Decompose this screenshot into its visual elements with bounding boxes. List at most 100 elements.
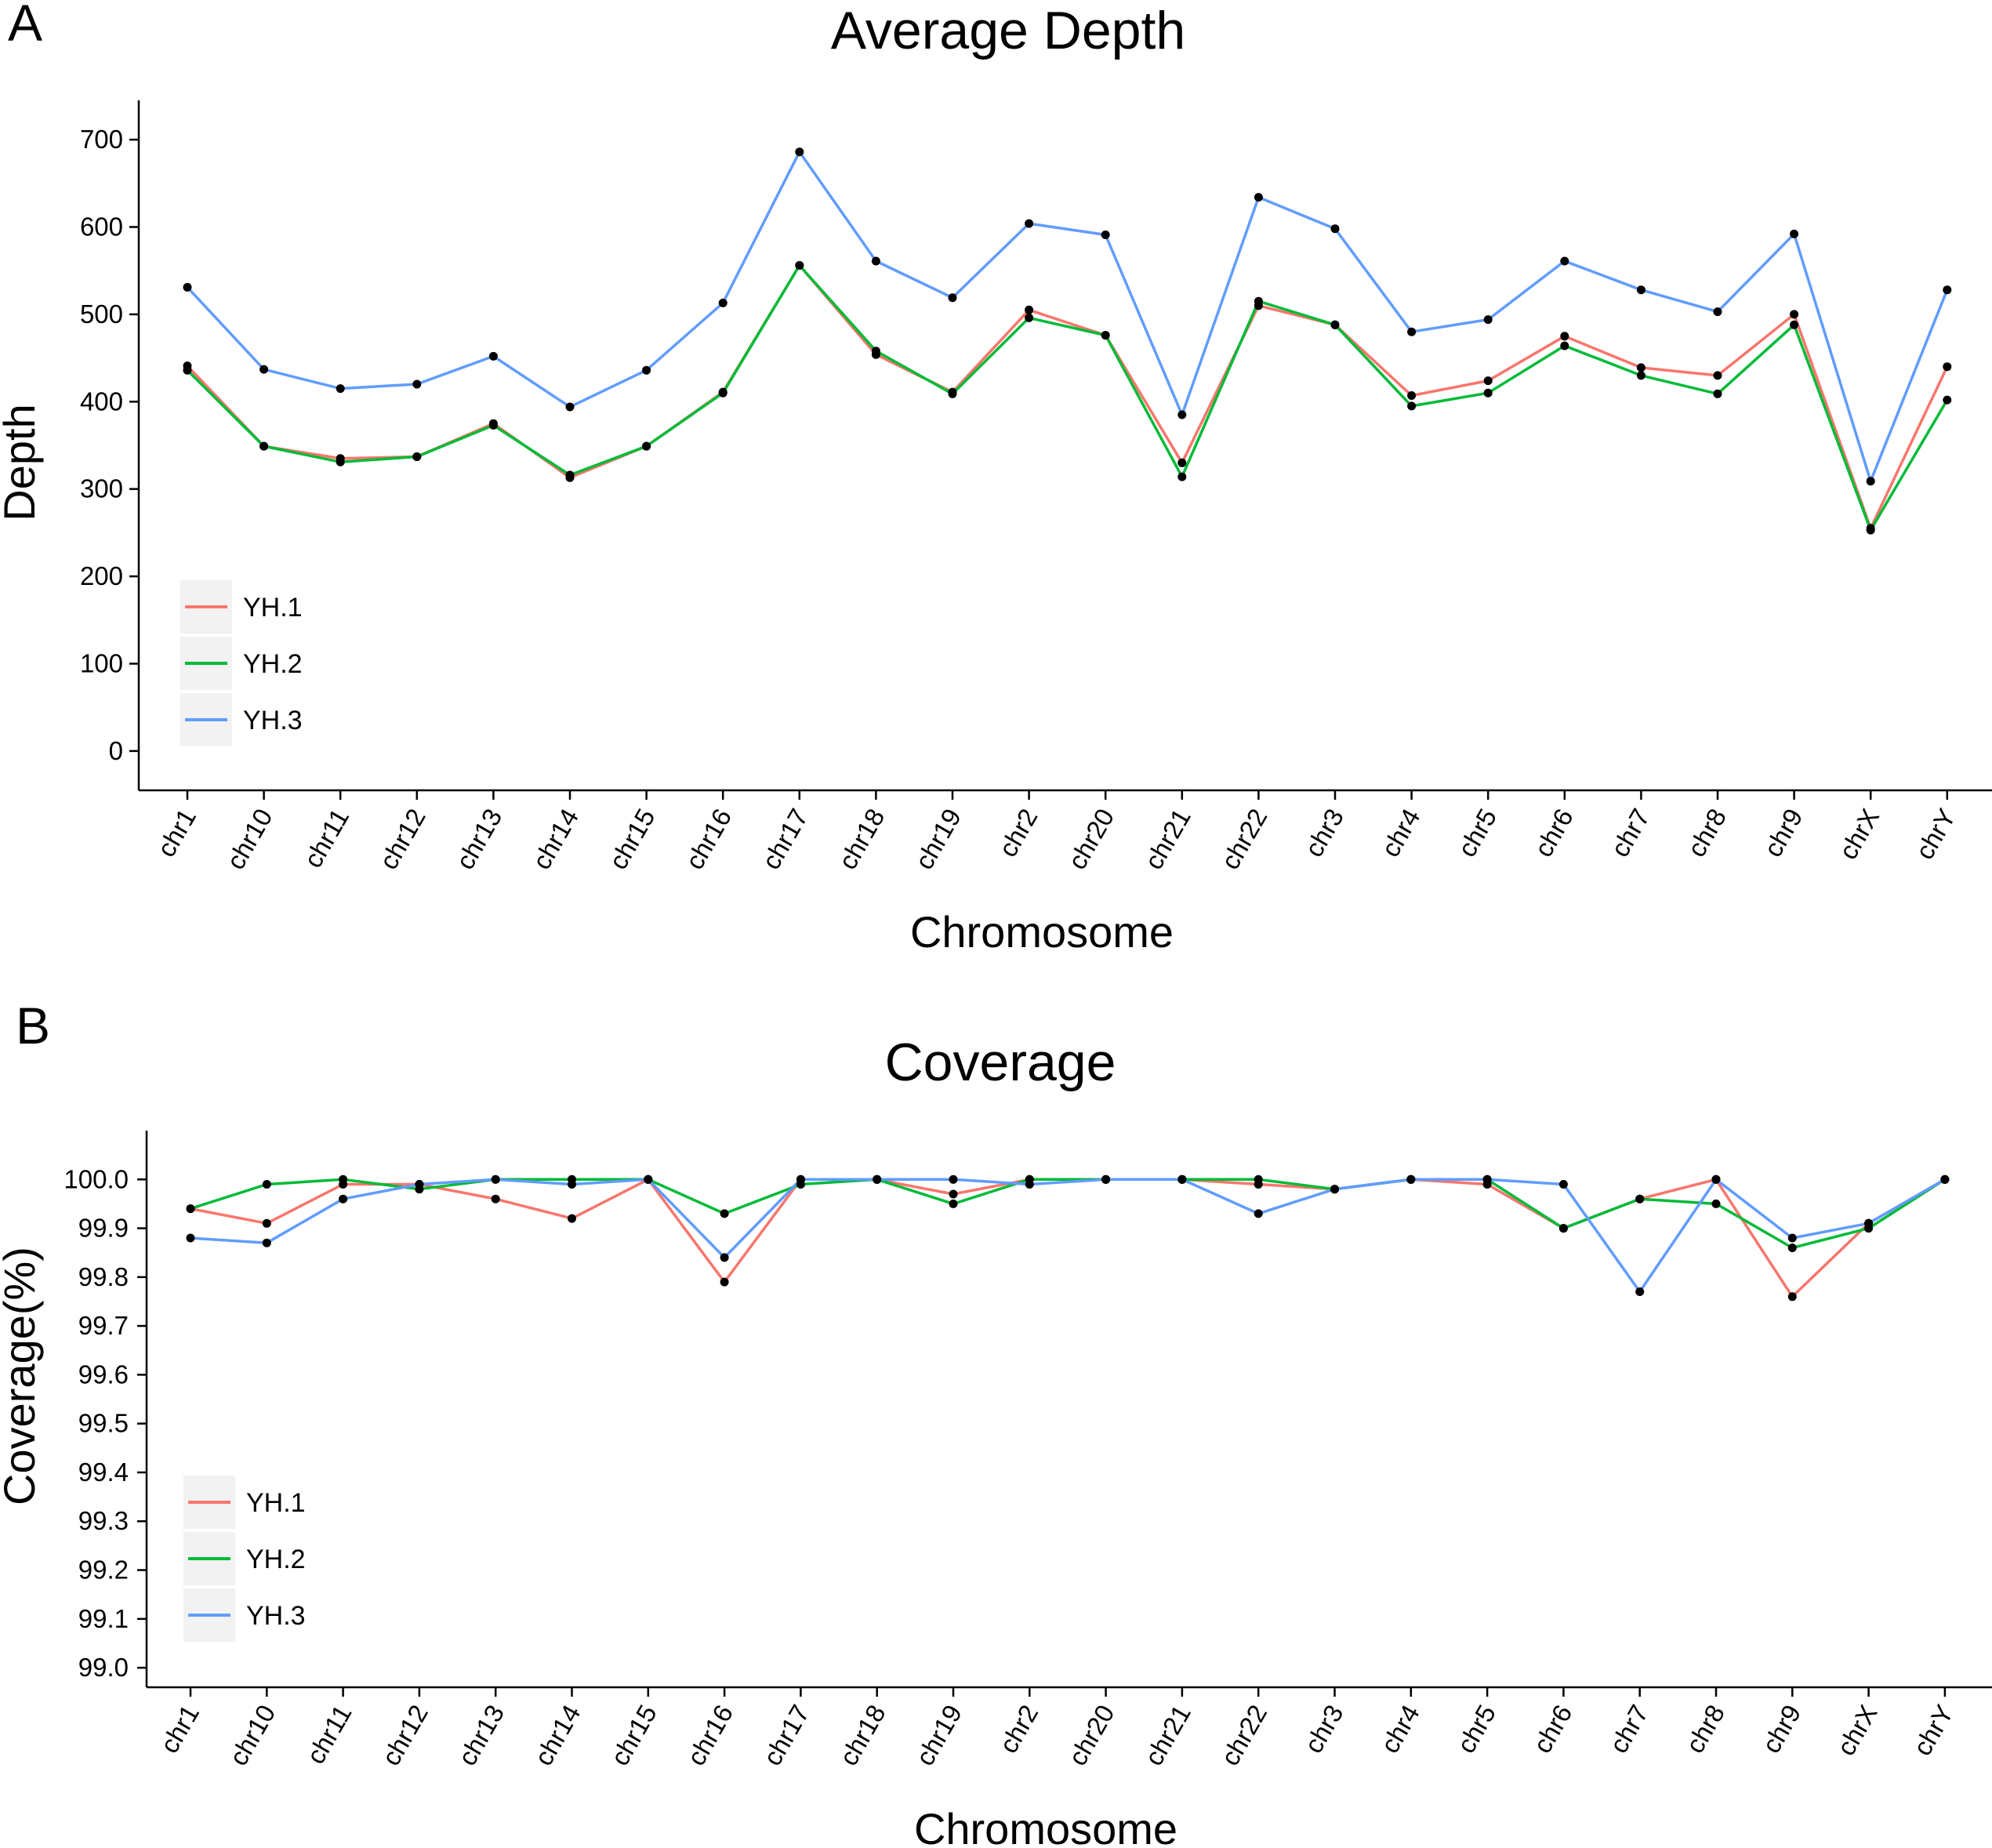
data-point xyxy=(1407,401,1417,411)
data-point xyxy=(873,1175,882,1184)
data-point xyxy=(720,1277,729,1287)
data-point xyxy=(1407,327,1417,336)
x-tick-label: chr6 xyxy=(1527,1700,1577,1758)
x-tick-label: chr14 xyxy=(527,804,584,874)
x-tick-label: chr12 xyxy=(374,804,431,874)
x-tick-label: chr10 xyxy=(220,804,278,874)
x-tick-label: chr20 xyxy=(1062,804,1119,874)
series-line-yh1 xyxy=(190,1178,1946,1298)
data-point xyxy=(1636,285,1645,295)
x-tick-label: chr3 xyxy=(1298,1700,1348,1758)
x-tick-label: chrX xyxy=(1831,1700,1883,1760)
data-point xyxy=(720,1253,729,1262)
data-point xyxy=(1943,285,1952,295)
data-point xyxy=(1560,256,1569,266)
x-tick-label: chr20 xyxy=(1062,1700,1119,1770)
data-point xyxy=(262,1218,271,1228)
x-tick-label: chr18 xyxy=(833,804,890,874)
x-tick-label: chr14 xyxy=(528,1700,586,1770)
data-point xyxy=(1254,193,1263,202)
data-point xyxy=(336,457,345,467)
x-tick-label: chr9 xyxy=(1758,804,1809,862)
x-tick-label: chrY xyxy=(1910,804,1961,864)
x-tick-label: chr3 xyxy=(1299,804,1349,862)
x-tick-label: chr15 xyxy=(605,1700,662,1770)
data-point xyxy=(1483,388,1493,398)
data-point xyxy=(1558,1180,1568,1189)
data-point xyxy=(186,1233,195,1243)
y-tick-label: 99.3 xyxy=(78,1506,129,1535)
data-point xyxy=(1558,1224,1568,1233)
data-point xyxy=(1943,395,1952,405)
data-point xyxy=(412,452,422,461)
data-point xyxy=(720,1209,729,1218)
y-tick-label: 0 xyxy=(109,736,123,765)
x-tick-label: chr22 xyxy=(1215,1700,1272,1770)
x-tick-label: chr5 xyxy=(1452,804,1502,862)
data-point xyxy=(1025,1180,1034,1189)
x-tick-label: chr19 xyxy=(910,1700,967,1770)
y-tick-label: 99.5 xyxy=(78,1409,129,1438)
data-point xyxy=(1866,525,1875,535)
x-tick-label: chr6 xyxy=(1529,804,1579,862)
data-point xyxy=(1177,1175,1187,1184)
data-point xyxy=(948,293,957,303)
data-point xyxy=(1560,341,1569,350)
data-point xyxy=(491,1194,500,1204)
data-point xyxy=(871,347,880,356)
data-point xyxy=(1560,332,1569,341)
y-axis-title: Coverage(%) xyxy=(0,1247,44,1505)
data-point xyxy=(1101,231,1110,239)
data-point xyxy=(795,261,804,270)
series-line-yh3 xyxy=(190,1178,1946,1294)
data-point xyxy=(1711,1175,1721,1184)
data-point xyxy=(642,441,651,451)
data-point xyxy=(1713,389,1722,398)
data-point xyxy=(644,1175,653,1184)
x-axis-title: Chromosome xyxy=(914,1804,1177,1848)
panel-letter: A xyxy=(8,0,42,52)
data-point xyxy=(565,470,575,480)
data-point xyxy=(1713,307,1722,317)
data-point xyxy=(1254,1175,1263,1184)
data-point xyxy=(1940,1175,1950,1184)
data-point xyxy=(1864,1218,1874,1228)
series-line-yh2 xyxy=(186,263,1949,532)
x-tick-label: chr7 xyxy=(1605,804,1655,862)
data-point xyxy=(1330,320,1340,329)
x-tick-label: chr1 xyxy=(151,804,201,862)
data-point xyxy=(412,379,422,389)
x-tick-label: chr11 xyxy=(298,804,354,873)
data-point xyxy=(1407,391,1417,400)
data-point xyxy=(1787,1233,1797,1243)
data-point xyxy=(949,1199,958,1208)
data-point xyxy=(1254,296,1263,306)
series-line-yh3 xyxy=(186,150,1949,483)
x-tick-label: chr18 xyxy=(833,1700,891,1770)
data-point xyxy=(183,282,192,292)
y-tick-label: 99.6 xyxy=(78,1360,129,1389)
series-line-yh1 xyxy=(186,263,1949,530)
y-tick-label: 99.0 xyxy=(78,1653,129,1682)
data-point xyxy=(948,389,957,398)
data-point xyxy=(718,388,727,398)
data-point xyxy=(1790,229,1799,238)
x-tick-label: chr2 xyxy=(993,804,1043,862)
data-point xyxy=(795,147,804,157)
data-point xyxy=(1406,1175,1416,1184)
data-point xyxy=(1790,320,1799,329)
y-tick-label: 99.4 xyxy=(78,1458,129,1487)
data-point xyxy=(339,1194,348,1204)
legend-label: YH.3 xyxy=(246,1601,306,1631)
chart-title: Average Depth xyxy=(831,1,1185,60)
y-tick-label: 100.0 xyxy=(63,1164,129,1193)
data-point xyxy=(491,1175,500,1184)
data-point xyxy=(796,1175,805,1184)
y-tick-label: 99.1 xyxy=(78,1604,129,1633)
data-point xyxy=(1330,1185,1339,1194)
data-point xyxy=(1635,1287,1645,1296)
x-tick-label: chr5 xyxy=(1451,1700,1501,1758)
y-tick-label: 99.9 xyxy=(78,1214,129,1243)
x-tick-label: chr21 xyxy=(1139,1700,1196,1770)
